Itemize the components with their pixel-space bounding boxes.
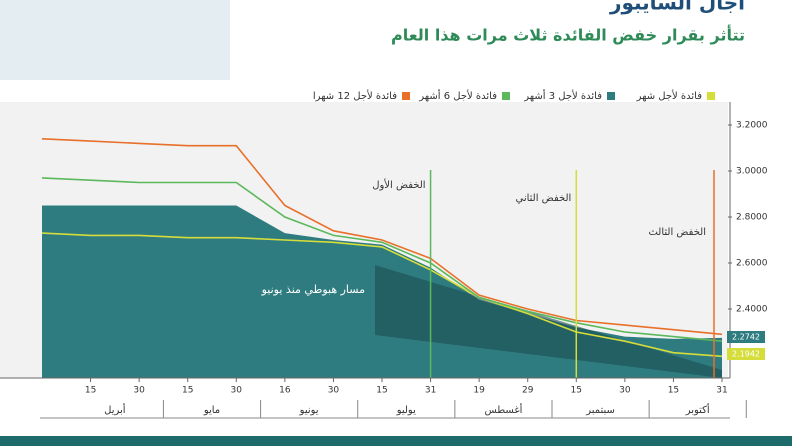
month-label: أكتوبر (685, 403, 710, 416)
month-label: أبريل (104, 403, 126, 416)
x-tick-label: 30 (328, 386, 340, 396)
legend-swatch (607, 92, 615, 100)
value-label: 2.1942 (732, 350, 760, 359)
x-tick-label: 19 (473, 386, 485, 396)
chart-title: آجال السايبور (609, 0, 746, 15)
y-tick-label: 2.4000 (736, 305, 768, 315)
month-label: يونيو (299, 405, 319, 416)
x-tick-label: 15 (571, 386, 582, 396)
footer-band (0, 436, 792, 446)
legend-label: فائدة لأجل 3 أشهر (523, 89, 602, 102)
annotation: مسار هبوطي منذ يونيو (261, 283, 365, 296)
line (41, 177, 723, 342)
month-label: مايو (203, 405, 220, 416)
legend-swatch (502, 92, 510, 100)
legend-swatch (707, 92, 715, 100)
value-label-box (727, 348, 765, 360)
line (41, 232, 723, 358)
legend-swatch (402, 92, 410, 100)
x-tick-label: 15 (182, 386, 193, 396)
annotation: الخفض الثاني (516, 193, 572, 204)
month-label: أغسطس (484, 403, 522, 416)
x-tick-label: 29 (522, 386, 534, 396)
month-label: يوليو (396, 405, 416, 416)
x-tick-label: 15 (85, 386, 96, 396)
x-tick-label: 30 (133, 386, 145, 396)
line (41, 138, 723, 336)
month-label: سبتمبر (585, 405, 615, 416)
legend-label: فائدة لأجل شهر (636, 89, 703, 102)
y-tick-label: 3.0000 (736, 167, 768, 177)
value-label-box (727, 331, 765, 343)
y-tick-label: 2.8000 (736, 213, 768, 223)
x-tick-label: 15 (668, 386, 679, 396)
legend-label: فائدة لأجل 12 شهرا (313, 89, 397, 102)
x-tick-label: 30 (619, 386, 631, 396)
y-tick-label: 2.6000 (736, 259, 768, 269)
header-image (0, 0, 230, 80)
value-label: 2.2742 (732, 333, 760, 342)
chart-subtitle: تتأثر بقرار خفض الفائدة ثلاث مرات هذا ال… (391, 25, 745, 45)
annotation: الخفض الثالث (648, 227, 706, 238)
x-tick-label: 31 (716, 386, 727, 396)
annotation: الخفض الأول (372, 178, 425, 191)
y-tick-label: 3.2000 (736, 121, 768, 131)
x-tick-label: 30 (231, 386, 243, 396)
legend-label: فائدة لأجل 6 أشهر (418, 89, 497, 102)
x-tick-label: 15 (376, 386, 387, 396)
x-tick-label: 16 (279, 386, 291, 396)
x-tick-label: 31 (425, 386, 436, 396)
